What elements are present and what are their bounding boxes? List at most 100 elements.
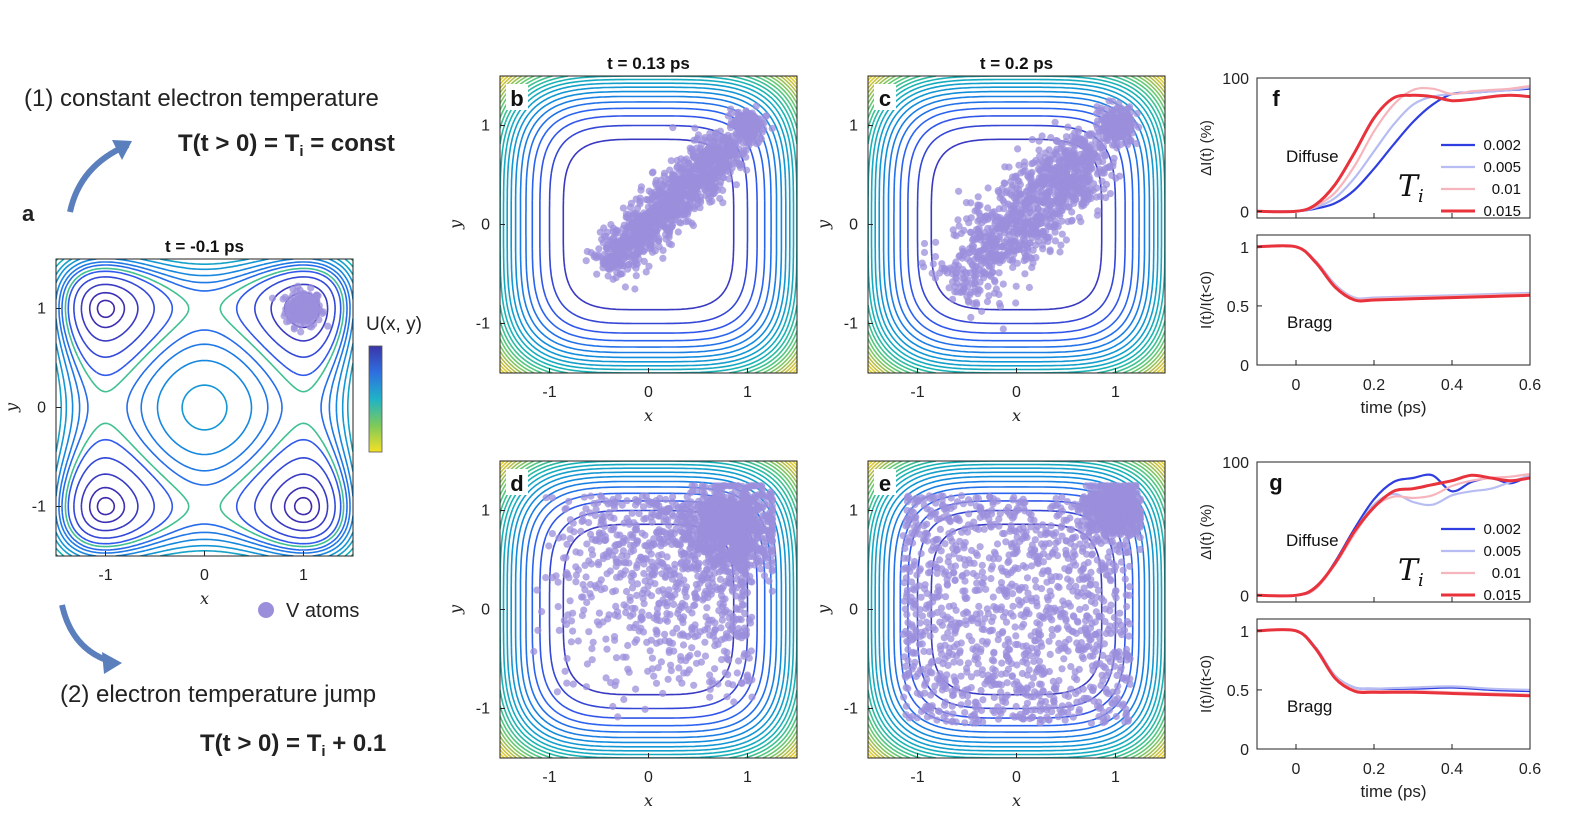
atom-point (588, 645, 596, 653)
atom-point (585, 628, 593, 636)
atom-point (665, 521, 673, 530)
atom-point (1062, 236, 1070, 244)
atom-point (681, 550, 689, 558)
atom-point (1018, 201, 1026, 209)
atom-point (566, 597, 574, 605)
contour-line (868, 461, 1165, 758)
atom-point (1023, 574, 1032, 582)
contour-line (502, 78, 795, 371)
atom-point (1045, 637, 1053, 645)
atom-point (692, 580, 701, 589)
atom-point (591, 511, 600, 520)
atom-point (307, 323, 316, 331)
atom-point (1092, 121, 1100, 129)
x-axis-label: x (1012, 406, 1021, 425)
atom-point (762, 112, 770, 120)
atom-point (718, 616, 726, 624)
atom-point (932, 238, 940, 246)
atom-point (631, 234, 639, 242)
atom-point (312, 291, 321, 299)
atom-point (968, 617, 976, 625)
atom-point (746, 130, 754, 138)
atom-point (587, 492, 595, 500)
atom-point (998, 224, 1006, 233)
atom-point (753, 557, 761, 565)
atom-point (701, 652, 710, 660)
atom-point (642, 492, 650, 500)
atom-point (633, 580, 642, 588)
atom-point (1050, 178, 1058, 186)
atom-point (984, 204, 992, 212)
atom-point (1099, 157, 1107, 166)
atom-point (619, 232, 627, 240)
atom-point (951, 283, 959, 291)
atom-point (1071, 137, 1079, 145)
atom-point (1126, 583, 1134, 591)
atom-point (633, 537, 641, 545)
y-axis-label: y (814, 219, 833, 230)
atom-point (674, 228, 682, 236)
atom-point (1100, 185, 1108, 193)
label-a: a (22, 201, 35, 226)
x-tick-label: 0 (200, 567, 209, 584)
atom-point (972, 299, 981, 307)
atom-point (743, 166, 751, 174)
atom-point (710, 538, 718, 546)
atom-point (999, 280, 1007, 288)
atom-point (1064, 123, 1072, 131)
atom-point (711, 665, 719, 673)
atom-point (738, 518, 746, 527)
atom-point (1052, 163, 1060, 171)
atom-point (623, 497, 631, 505)
contour-line (61, 264, 348, 551)
atom-point (719, 199, 727, 207)
atom-point (634, 497, 643, 505)
atom-point (971, 274, 979, 282)
contour-line (500, 461, 797, 758)
atom-point (725, 175, 733, 183)
atom-point (675, 664, 683, 672)
atom-point (602, 674, 610, 682)
atom-point (577, 527, 585, 536)
atoms-d (530, 482, 776, 721)
atom-point (725, 621, 733, 629)
atom-point (1087, 194, 1095, 202)
y-tick-label: 0 (849, 217, 858, 234)
x-tick-label: 1 (743, 769, 752, 786)
atom-point (745, 506, 753, 514)
atom-point (989, 593, 997, 601)
atom-point (720, 552, 729, 560)
atom-point (1009, 263, 1017, 271)
atom-point (569, 680, 577, 688)
y-tick-label: 1 (481, 503, 490, 520)
atom-point (692, 506, 700, 514)
atom-point (652, 176, 660, 184)
contour-line (58, 261, 351, 554)
atom-point (692, 659, 701, 667)
atom-point (1107, 601, 1115, 609)
atom-point (661, 573, 669, 582)
atom-point (593, 270, 601, 278)
atom-point (666, 611, 674, 619)
atom-point (648, 518, 656, 526)
atom-point (644, 667, 652, 675)
atom-point (1018, 231, 1026, 239)
atom-point (678, 186, 686, 194)
atom-point (708, 676, 716, 685)
atom-point (654, 558, 663, 566)
atom-point (752, 519, 760, 528)
atom-point (719, 582, 728, 591)
atom-point (768, 565, 776, 574)
atom-point (623, 552, 631, 560)
atom-point (674, 609, 682, 618)
atom-point (686, 181, 694, 189)
atom-point (968, 242, 976, 250)
atom-point (605, 548, 613, 556)
atom-point (632, 620, 640, 629)
atom-point (1038, 132, 1046, 140)
atom-point (1115, 99, 1123, 107)
atom-point (620, 601, 628, 609)
x-tick-label: -1 (542, 384, 556, 401)
atom-point (625, 520, 633, 528)
atom-point (567, 617, 576, 625)
